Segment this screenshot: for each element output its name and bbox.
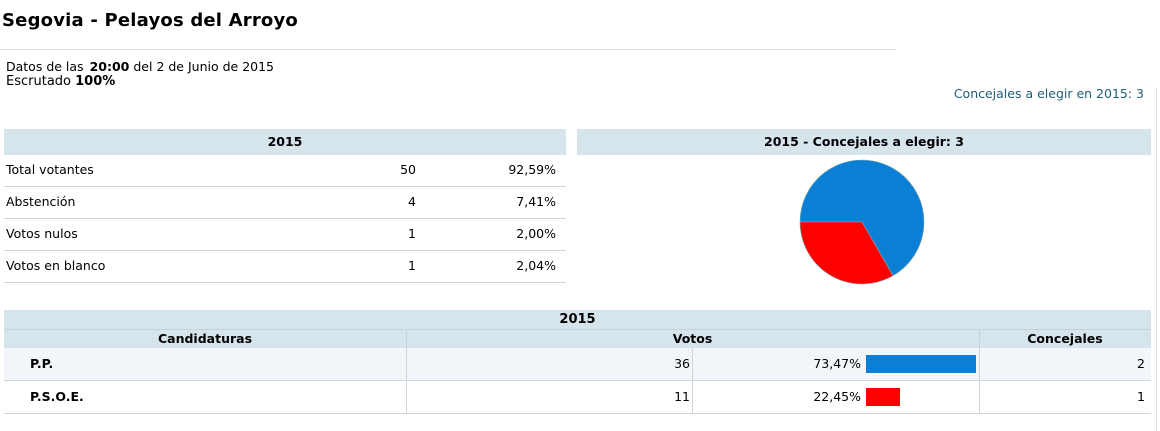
summary-row: Total votantes 50 92,59% bbox=[4, 155, 566, 187]
vote-share-bar bbox=[866, 388, 900, 406]
summary-row: Votos en blanco 1 2,04% bbox=[4, 251, 566, 283]
vote-count: 11 bbox=[406, 381, 693, 413]
concejales-note: Concejales a elegir en 2015: 3 bbox=[953, 86, 1144, 101]
results-table: 2015 Candidaturas Votos Concejales P.P. … bbox=[4, 310, 1151, 414]
pie-slice bbox=[799, 159, 925, 277]
turnout-summary-table: 2015 Total votantes 50 92,59% Abstención… bbox=[4, 129, 566, 283]
datos-prefix: Datos de las bbox=[6, 59, 84, 74]
summary-label: Votos en blanco bbox=[6, 258, 106, 273]
summary-count: 50 bbox=[400, 162, 416, 177]
summary-percent: 2,04% bbox=[516, 258, 556, 273]
right-border bbox=[1156, 88, 1157, 431]
summary-label: Abstención bbox=[6, 194, 76, 209]
results-column-headers: Candidaturas Votos Concejales bbox=[4, 329, 1151, 348]
escrutado-value: 100% bbox=[75, 74, 116, 89]
data-timestamp: Datos de las 20:00 del 2 de Junio de 2015 bbox=[6, 59, 274, 74]
vote-percent: 73,47% bbox=[813, 356, 861, 371]
seats-pie-block: 2015 - Concejales a elegir: 3 bbox=[577, 129, 1151, 285]
column-concejales: Concejales bbox=[1027, 331, 1103, 346]
summary-row: Abstención 4 7,41% bbox=[4, 187, 566, 219]
escrutado-label: Escrutado bbox=[6, 74, 71, 89]
table-row: P.S.O.E. 11 22,45% 1 bbox=[4, 381, 1151, 414]
summary-label: Votos nulos bbox=[6, 226, 78, 241]
summary-label: Total votantes bbox=[6, 162, 94, 177]
escrutado-status: Escrutado 100% bbox=[6, 74, 115, 89]
summary-percent: 7,41% bbox=[516, 194, 556, 209]
summary-count: 1 bbox=[408, 258, 416, 273]
vote-percent: 22,45% bbox=[813, 389, 861, 404]
party-name: P.P. bbox=[4, 348, 407, 380]
seats-pie-chart bbox=[799, 159, 925, 285]
vote-share-bar bbox=[866, 355, 976, 373]
vote-bar-cell bbox=[863, 381, 980, 413]
data-time: 20:00 bbox=[89, 59, 130, 74]
vote-bar-cell bbox=[863, 348, 980, 380]
summary-header: 2015 bbox=[4, 129, 566, 155]
summary-count: 4 bbox=[408, 194, 416, 209]
summary-count: 1 bbox=[408, 226, 416, 241]
summary-percent: 92,59% bbox=[508, 162, 556, 177]
seat-count: 2 bbox=[1137, 356, 1145, 371]
pie-title: 2015 - Concejales a elegir: 3 bbox=[577, 129, 1151, 155]
party-name: P.S.O.E. bbox=[4, 381, 407, 413]
results-year-header: 2015 bbox=[4, 310, 1151, 329]
pie-slice bbox=[799, 221, 894, 285]
summary-row: Votos nulos 1 2,00% bbox=[4, 219, 566, 251]
summary-percent: 2,00% bbox=[516, 226, 556, 241]
data-date: del 2 de Junio de 2015 bbox=[133, 59, 275, 74]
column-votos: Votos bbox=[406, 330, 980, 348]
table-row: P.P. 36 73,47% 2 bbox=[4, 348, 1151, 381]
seat-count: 1 bbox=[1137, 389, 1145, 404]
page-title: Segovia - Pelayos del Arroyo bbox=[2, 10, 298, 31]
vote-count: 36 bbox=[406, 348, 693, 380]
column-candidaturas: Candidaturas bbox=[4, 330, 407, 348]
title-divider bbox=[0, 49, 897, 50]
